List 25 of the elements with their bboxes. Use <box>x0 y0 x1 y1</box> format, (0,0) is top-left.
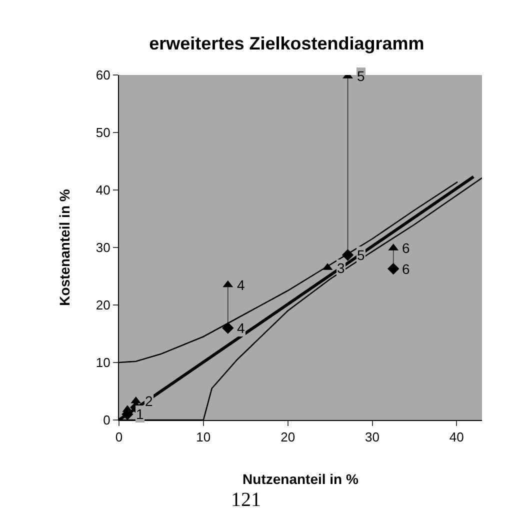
y-axis-title: Kostenanteil in % <box>56 188 73 306</box>
annotation: 4 <box>237 320 245 336</box>
annotation: 4 <box>237 277 245 293</box>
x-tick-label: 30 <box>365 430 380 445</box>
annotation: 3 <box>337 260 345 276</box>
text: 121 <box>231 489 261 511</box>
x-axis-title: Nutzenanteil in % <box>242 470 359 487</box>
y-tick-label: 10 <box>96 355 110 370</box>
annotation: 5 <box>357 247 365 263</box>
annotation: 5 <box>357 68 365 84</box>
y-tick-label: 40 <box>96 182 110 198</box>
y-tick-label: 30 <box>96 240 110 256</box>
annotation: 1 <box>136 406 144 422</box>
annotation: 6 <box>402 240 410 256</box>
x-tick-label: 10 <box>196 430 211 445</box>
x-tick-label: 40 <box>449 430 464 445</box>
x-tick-label: 20 <box>280 430 296 445</box>
annotation: 6 <box>402 261 410 277</box>
chart-title: erweitertes Zielkostendiagramm <box>149 34 424 54</box>
y-tick-label: 0 <box>103 412 110 428</box>
y-tick-label: 60 <box>96 68 110 83</box>
y-tick-label: 50 <box>96 125 110 140</box>
x-tick-label: 0 <box>115 430 123 445</box>
annotation: 2 <box>145 393 153 409</box>
y-tick-label: 20 <box>96 298 110 313</box>
